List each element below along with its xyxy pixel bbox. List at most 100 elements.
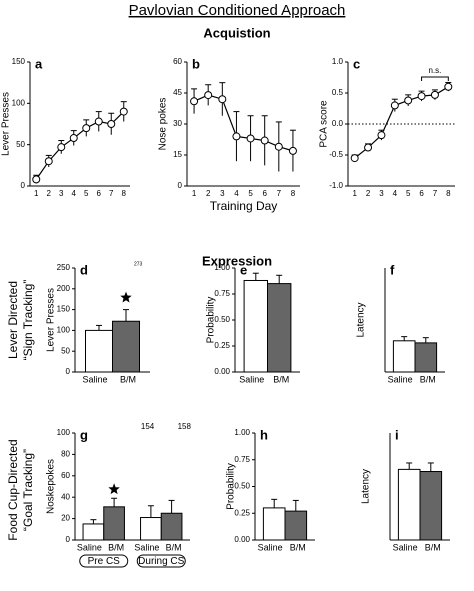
x-tick-label: 7 <box>277 189 282 198</box>
point <box>44 157 53 166</box>
panel-letter: h <box>260 427 268 442</box>
x-tick-label: 3 <box>220 189 225 198</box>
bar <box>414 342 438 373</box>
x-tick-label: B/M <box>290 542 306 552</box>
x-tick-label: 1 <box>352 189 357 198</box>
y-tick-label: 0 <box>178 181 183 190</box>
bar <box>160 512 183 541</box>
bar <box>419 471 443 541</box>
x-tick-label: 6 <box>262 189 267 198</box>
y-tick-label: 20 <box>61 514 70 523</box>
y-tick-label: 45 <box>173 88 182 97</box>
section-title: Acquistion <box>203 25 270 40</box>
y-axis-label: Lever Presses <box>1 92 12 156</box>
x-tick-label: B/M <box>273 374 289 384</box>
y-tick-label: 0.50 <box>214 315 230 324</box>
x-tick-label: Saline <box>388 374 413 384</box>
y-tick-label: 80 <box>61 450 70 459</box>
y-tick-label: 0.00 <box>234 535 250 544</box>
row-label: “Sign Tracking” <box>21 280 35 361</box>
point <box>69 134 78 143</box>
y-tick-label: 100 <box>12 98 26 107</box>
y-axis-label: Latency <box>361 469 372 504</box>
panel-letter: e <box>240 262 247 277</box>
x-axis-label: Training Day <box>210 199 278 213</box>
y-tick-label: 0.25 <box>214 341 230 350</box>
y-axis-label: Lever Presses <box>46 288 57 352</box>
y-tick-label: 0.0 <box>332 119 344 128</box>
point <box>260 136 269 145</box>
point <box>57 143 66 152</box>
x-tick-label: B/M <box>420 374 436 384</box>
significance-star <box>108 483 120 495</box>
y-tick-label: 150 <box>57 305 71 314</box>
bar <box>397 468 421 541</box>
panel-letter: b <box>192 56 200 71</box>
bar <box>112 320 140 373</box>
point <box>377 131 386 140</box>
x-tick-label: B/M <box>425 542 441 552</box>
y-tick-label: 1.00 <box>234 428 250 437</box>
y-tick-label: 40 <box>61 492 70 501</box>
bar <box>262 507 286 541</box>
annotation: n.s. <box>428 66 441 75</box>
x-tick-label: 4 <box>393 189 398 198</box>
x-tick-label: B/M <box>108 542 124 552</box>
point <box>350 154 359 163</box>
y-axis-label: PCA score <box>319 100 330 148</box>
row-label: Lever Directed <box>6 281 20 359</box>
panel-letter: c <box>353 56 360 71</box>
annotation: 158 <box>178 422 192 431</box>
y-tick-label: 100 <box>57 428 71 437</box>
line <box>193 94 294 152</box>
y-tick-label: 60 <box>173 57 182 66</box>
panel-letter: a <box>35 56 43 71</box>
y-tick-label: 0 <box>66 367 71 376</box>
point <box>246 134 255 143</box>
x-tick-label: Saline <box>393 542 418 552</box>
x-tick-label: 6 <box>97 189 102 198</box>
y-tick-label: 1.00 <box>214 263 230 272</box>
y-tick-label: 0.5 <box>332 88 344 97</box>
point <box>94 117 103 126</box>
annotation: 273 <box>134 261 143 267</box>
row-label: Food Cup-Directed <box>6 439 20 540</box>
y-tick-label: 60 <box>61 471 70 480</box>
y-axis-label: Probability <box>206 297 217 344</box>
x-tick-label: 8 <box>446 189 451 198</box>
y-axis-label: Nose pokes <box>158 98 169 151</box>
x-tick-label: 7 <box>109 189 114 198</box>
point <box>107 120 116 128</box>
point <box>232 132 241 141</box>
y-tick-label: 100 <box>57 326 71 335</box>
x-tick-label: Saline <box>82 374 107 384</box>
x-tick-label: 1 <box>192 189 197 198</box>
y-tick-label: 0 <box>21 181 26 190</box>
point <box>204 91 213 100</box>
y-tick-label: 200 <box>57 284 71 293</box>
bar <box>85 329 113 373</box>
x-tick-label: B/M <box>166 542 182 552</box>
x-tick-label: 1 <box>34 189 39 198</box>
panel-letter: d <box>80 262 88 277</box>
y-tick-label: 50 <box>16 140 25 149</box>
x-tick-label: 2 <box>366 189 371 198</box>
bar <box>284 510 308 541</box>
x-tick-label: 8 <box>291 189 296 198</box>
y-axis-label: Latency <box>356 302 367 337</box>
x-tick-label: Saline <box>239 374 264 384</box>
x-tick-label: Saline <box>134 542 159 552</box>
significance-star <box>120 291 132 303</box>
point <box>364 143 373 152</box>
y-tick-label: 50 <box>61 346 70 355</box>
point <box>417 92 426 101</box>
bar <box>140 517 162 541</box>
point <box>404 96 413 105</box>
bar <box>243 279 269 373</box>
y-tick-label: 0 <box>66 535 71 544</box>
x-tick-label: 2 <box>206 189 211 198</box>
x-tick-label: 7 <box>433 189 438 198</box>
row-label: “Goal Tracking” <box>21 449 35 531</box>
point <box>82 124 91 133</box>
